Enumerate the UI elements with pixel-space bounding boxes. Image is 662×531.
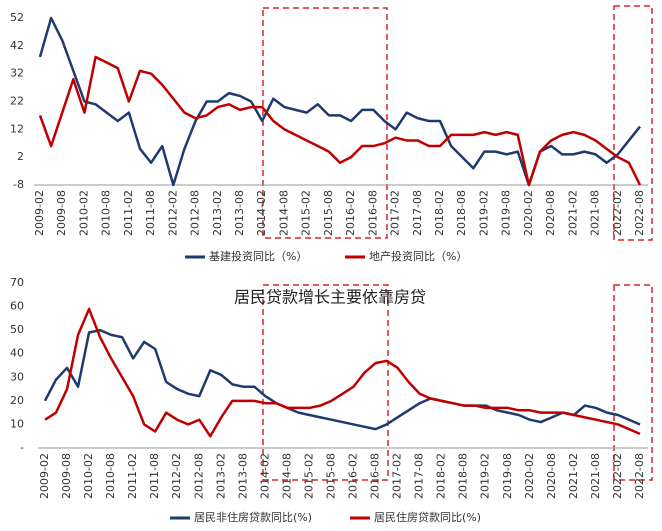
x-tick-label: 2014-02 (255, 190, 268, 236)
y-tick-label: 32 (10, 67, 24, 80)
y-tick-label: - (20, 441, 24, 454)
legend-label: 居民非住房贷款同比(%) (194, 510, 312, 524)
x-tick-label: 2009-02 (33, 190, 46, 236)
y-tick-label: 42 (10, 39, 24, 52)
x-tick-label: 2018-02 (435, 453, 448, 499)
x-tick-label: 2010-02 (77, 190, 90, 236)
x-tick-label: 2019-02 (477, 190, 490, 236)
y-tick-label: 20 (10, 394, 24, 407)
x-tick-label: 2022-08 (633, 190, 646, 236)
x-tick-label: 2014-02 (258, 453, 271, 499)
x-tick-label: 2011-02 (122, 190, 135, 236)
series-line (38, 55, 642, 187)
y-tick-label: 30 (10, 370, 24, 383)
y-tick-label: 50 (10, 323, 24, 336)
chart-title: 居民贷款增长主要依靠房贷 (234, 288, 426, 307)
x-tick-label: 2022-08 (633, 453, 646, 499)
x-tick-label: 2019-08 (501, 453, 514, 499)
x-tick-label: 2017-08 (411, 190, 424, 236)
x-tick-label: 2020-02 (522, 190, 535, 236)
x-tick-label: 2018-08 (457, 453, 470, 499)
x-tick-label: 2016-02 (344, 190, 357, 236)
x-tick-label: 2016-08 (369, 453, 382, 499)
x-tick-label: 2009-08 (55, 190, 68, 236)
x-tick-label: 2020-08 (544, 190, 557, 236)
x-tick-label: 2021-08 (589, 453, 602, 499)
x-tick-label: 2010-02 (82, 453, 95, 499)
x-tick-label: 2013-02 (214, 453, 227, 499)
highlight-frame (613, 284, 653, 481)
x-tick-label: 2018-02 (433, 190, 446, 236)
x-tick-label: 2012-02 (166, 190, 179, 236)
y-tick-label: 40 (10, 347, 24, 360)
x-tick-label: 2012-02 (170, 453, 183, 499)
x-tick-label: 2010-08 (100, 190, 113, 236)
x-tick-label: 2019-02 (479, 453, 492, 499)
x-tick-label: 2016-08 (366, 190, 379, 236)
legend-label: 基建投资同比（%） (209, 249, 307, 263)
x-tick-label: 2016-02 (347, 453, 360, 499)
x-tick-label: 2021-08 (589, 190, 602, 236)
x-tick-label: 2013-02 (211, 190, 224, 236)
x-tick-label: 2021-02 (567, 453, 580, 499)
x-tick-label: 2013-08 (233, 190, 246, 236)
x-tick-label: 2015-08 (324, 453, 337, 499)
x-tick-label: 2021-02 (566, 190, 579, 236)
highlight-frame (262, 7, 388, 239)
x-tick-label: 2014-08 (277, 190, 290, 236)
x-tick-label: 2009-08 (60, 453, 73, 499)
y-tick-label: -8 (13, 178, 24, 191)
x-tick-label: 2017-08 (413, 453, 426, 499)
legend-label: 居民住房贷款同比(%) (374, 510, 481, 524)
y-tick-label: 22 (10, 95, 24, 108)
x-tick-label: 2015-02 (302, 453, 315, 499)
x-tick-label: 2019-08 (500, 190, 513, 236)
y-tick-label: 60 (10, 300, 24, 313)
x-tick-label: 2015-08 (322, 190, 335, 236)
x-tick-label: 2010-08 (104, 453, 117, 499)
x-tick-label: 2011-08 (148, 453, 161, 499)
x-tick-label: 2020-02 (523, 453, 536, 499)
highlight-frame (262, 284, 389, 481)
x-tick-label: 2015-02 (300, 190, 313, 236)
series-line (44, 307, 641, 438)
y-tick-label: 10 (10, 417, 24, 430)
x-tick-label: 2022-02 (611, 190, 624, 236)
x-tick-label: 2022-02 (611, 453, 624, 499)
x-tick-label: 2017-02 (389, 190, 402, 236)
x-tick-label: 2013-08 (236, 453, 249, 499)
y-tick-label: 12 (10, 122, 24, 135)
x-tick-label: 2012-08 (192, 453, 205, 499)
x-tick-label: 2009-02 (38, 453, 51, 499)
x-tick-label: 2014-08 (280, 453, 293, 499)
x-tick-label: 2011-02 (126, 453, 139, 499)
y-tick-label: 70 (10, 276, 24, 289)
highlight-frame (613, 5, 653, 241)
x-tick-label: 2018-08 (455, 190, 468, 236)
x-tick-label: 2020-08 (545, 453, 558, 499)
x-tick-label: 2012-08 (189, 190, 202, 236)
y-tick-label: 52 (10, 11, 24, 24)
series-line (43, 328, 641, 431)
legend-label: 地产投资同比（%） (369, 249, 467, 263)
x-tick-label: 2011-08 (144, 190, 157, 236)
x-tick-label: 2017-02 (391, 453, 404, 499)
y-tick-label: 2 (17, 150, 24, 163)
